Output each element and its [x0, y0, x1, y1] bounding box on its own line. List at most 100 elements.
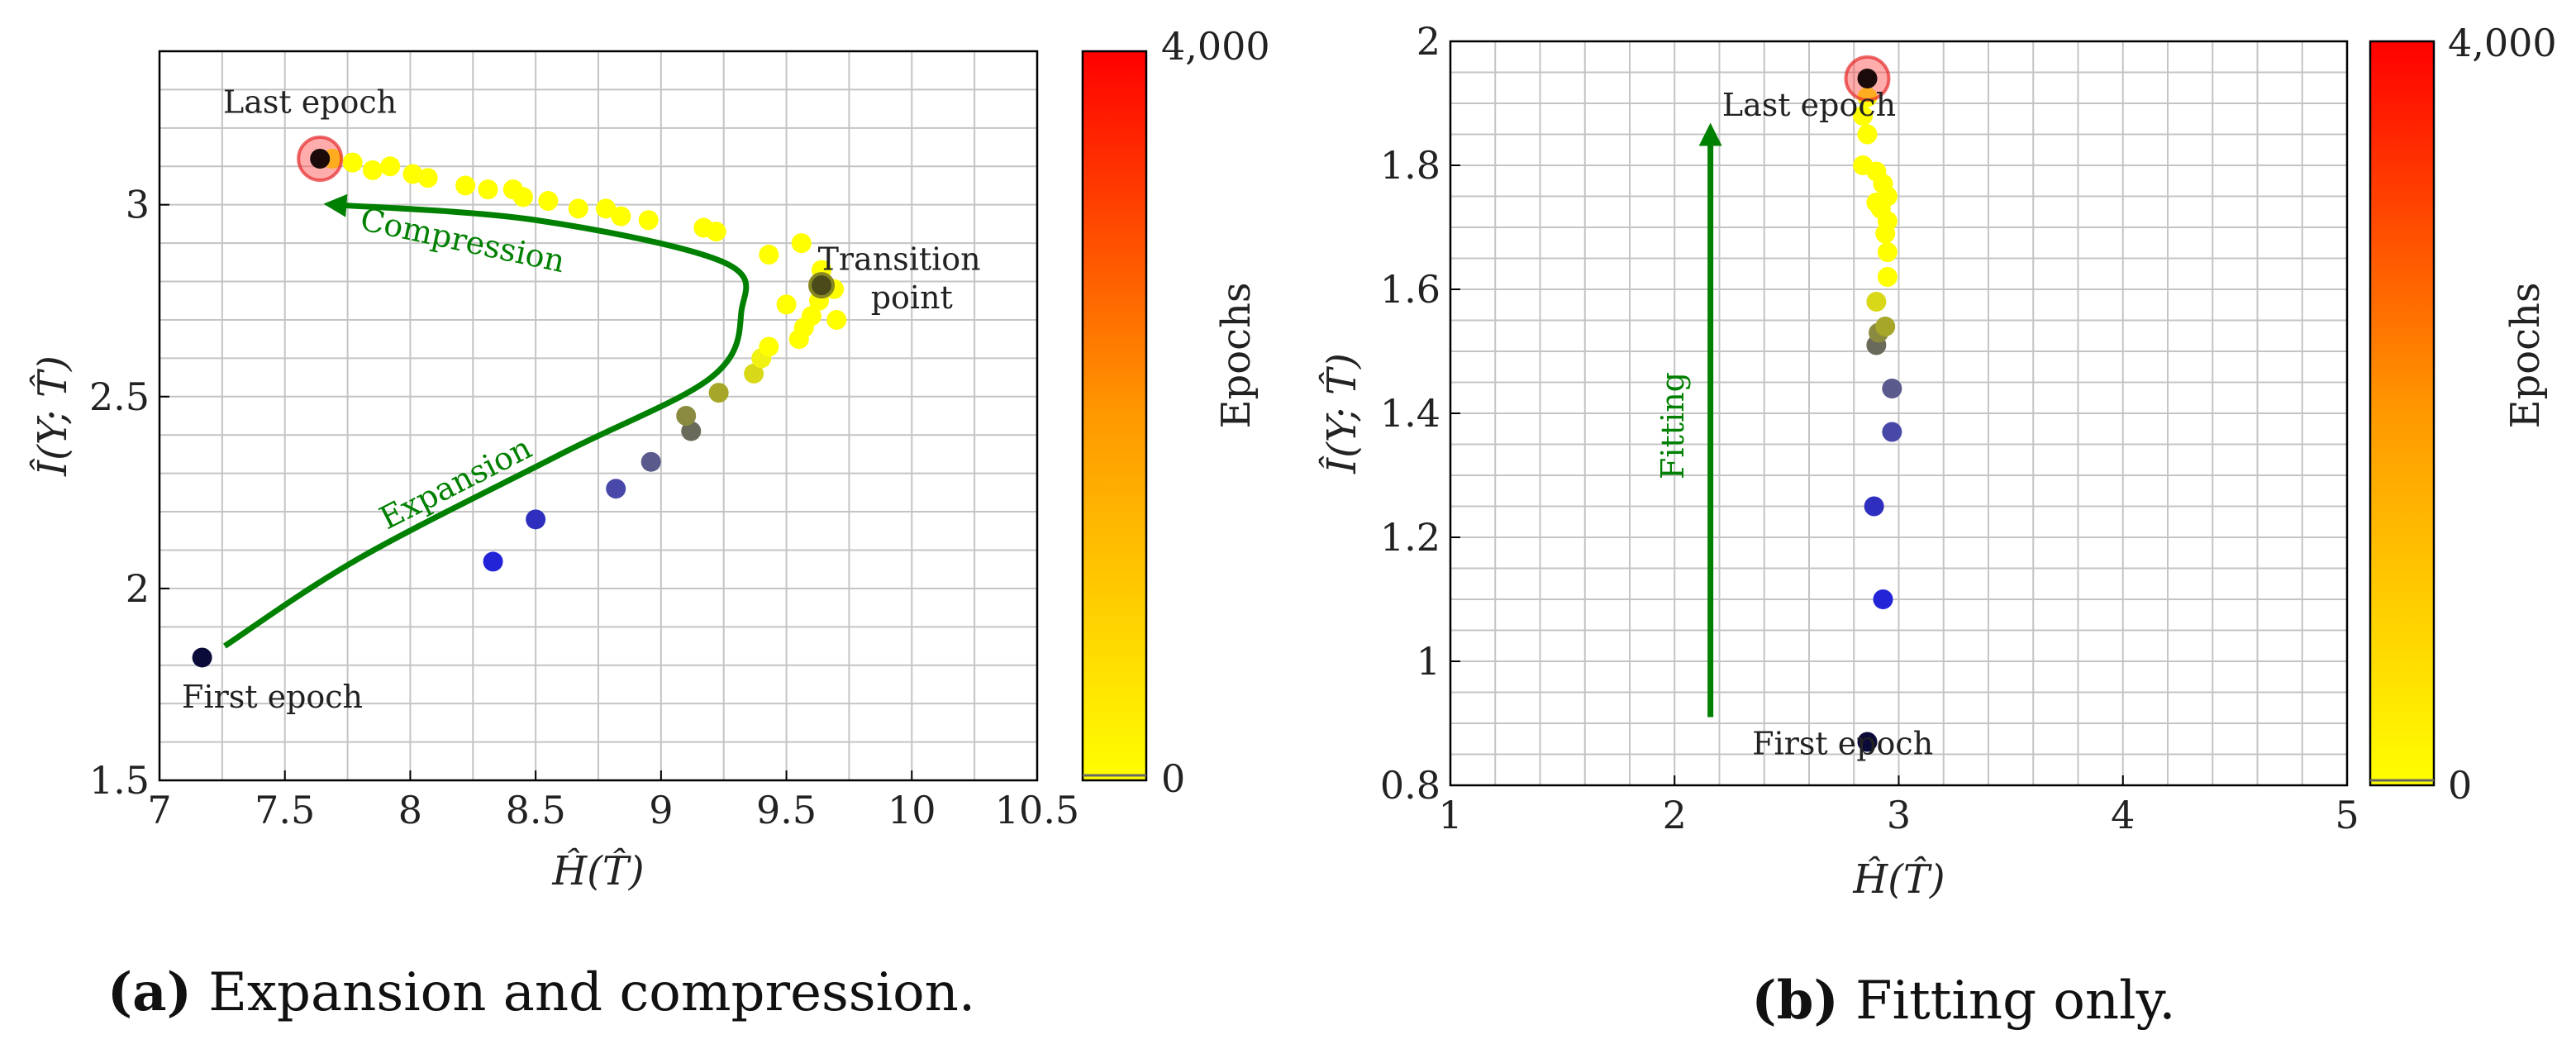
panel-b-y-axis-label: Î(Y; T̂)	[1317, 353, 1365, 474]
panel-a-y-tick-label: 3	[126, 183, 150, 227]
expansion-compression-curve	[222, 193, 750, 649]
data-point	[1882, 379, 1902, 398]
data-point	[1853, 106, 1874, 126]
panel-a-colorbar: 4,000 0 Epochs	[1081, 24, 1270, 801]
panel-a-x-tick-label: 7	[147, 788, 171, 832]
data-point	[791, 233, 812, 254]
panel-b-colorbar: 4,000 0 Epochs	[2369, 21, 2557, 808]
data-point	[192, 647, 212, 668]
data-point	[1853, 155, 1874, 175]
data-point	[1866, 193, 1887, 212]
panel-a-x-tick-label: 9.5	[756, 788, 817, 832]
panel-b-annotation: First epoch	[1752, 726, 1933, 762]
data-point	[380, 156, 401, 177]
panel-a-colorbar-gradient	[1081, 50, 1148, 782]
data-point	[538, 191, 559, 212]
data-point	[455, 175, 476, 196]
panel-a-annotation: Last epoch	[223, 83, 397, 120]
panel-a-colorbar-max: 4,000	[1161, 24, 1270, 69]
data-point	[1864, 496, 1884, 517]
panel-b-x-tick-label: 5	[2335, 793, 2359, 837]
panel-b-colorbar-max: 4,000	[2448, 21, 2557, 65]
panel-b-y-tick-label: 1.8	[1380, 143, 1440, 188]
panel-a-annotation: point	[871, 279, 953, 316]
panel-b-x-ticks: 1 2 3 4 5	[1438, 775, 2359, 837]
panel-b-colorbar-gradient	[2369, 40, 2436, 787]
panel-a-y-tick-label: 2.5	[89, 374, 150, 419]
data-point	[596, 198, 617, 219]
panel-b-x-tick-label: 3	[1887, 793, 1911, 837]
panel-a-x-tick-label: 7.5	[255, 788, 315, 832]
panel-a-x-axis-label: Ĥ(T̂)	[551, 846, 644, 894]
panel-a-caption: (a) Expansion and compression.	[107, 961, 975, 1023]
data-point	[638, 210, 659, 231]
panel-a-annotation: First epoch	[182, 679, 363, 715]
panel-a-points	[192, 135, 847, 668]
panel-a-y-axis-label: Î(Y; T̂)	[28, 355, 76, 477]
panel-b-points	[1844, 55, 1902, 752]
panel-a-y-ticks: 1.5 2 2.5 3	[89, 183, 169, 803]
data-point	[640, 451, 661, 472]
panel-a-x-tick-label: 8.5	[506, 788, 566, 832]
panel-b-annotations: Last epoch First epoch Fitting	[1655, 87, 1933, 762]
data-point	[1873, 589, 1893, 609]
data-point	[483, 551, 503, 572]
panel-a-x-tick-label: 9	[649, 788, 673, 832]
data-point	[708, 383, 729, 403]
panel-b-grid	[1450, 41, 2347, 785]
panel-b-x-axis-label: Ĥ(T̂)	[1852, 855, 1945, 903]
panel-a-x-tick-label: 10	[888, 788, 936, 832]
panel-b-y-tick-label: 1.2	[1380, 515, 1440, 560]
panel-b-x-tick-label: 4	[2111, 793, 2135, 837]
panel-a-x-tick-label: 10.5	[995, 788, 1079, 832]
data-point	[759, 336, 779, 357]
panel-a-grid	[160, 51, 1037, 780]
data-point	[776, 294, 797, 315]
last-epoch-point	[310, 148, 331, 169]
panel-a-caption-text: Expansion and compression.	[192, 962, 975, 1023]
panel-a-x-ticks: 7 7.5 8 8.5 9 9.5 10 10.5	[147, 770, 1079, 832]
panel-a-caption-letter: (a)	[107, 961, 192, 1023]
panel-b-y-tick-label: 1.4	[1380, 391, 1440, 436]
data-point	[801, 306, 821, 327]
data-point	[676, 406, 697, 426]
panel-b-caption: (b) Fitting only.	[1751, 970, 2175, 1032]
panel-b-caption-text: Fitting only.	[1839, 970, 2176, 1032]
last-epoch-point	[1857, 69, 1878, 88]
panel-a-colorbar-min: 0	[1161, 756, 1185, 801]
data-point	[526, 509, 546, 530]
data-point	[759, 245, 779, 265]
data-point	[1857, 732, 1878, 752]
data-point	[1877, 242, 1897, 262]
data-point	[1866, 292, 1887, 312]
panel-b-annotation: Last epoch	[1722, 87, 1896, 123]
panel-b-annotation: Fitting	[1655, 372, 1691, 479]
panel-a: 7 7.5 8 8.5 9 9.5 10 10.5 1.5 2 2.5 3 Last epoch Fi…	[28, 24, 1269, 1023]
data-point	[362, 160, 383, 180]
panel-b-y-tick-label: 1	[1417, 639, 1440, 684]
panel-a-y-tick-label: 1.5	[89, 758, 150, 803]
panel-b-colorbar-label: Epochs	[2502, 282, 2549, 428]
panel-a-colorbar-label: Epochs	[1213, 282, 1259, 428]
data-point	[1857, 124, 1878, 145]
panel-b-x-tick-label: 2	[1663, 793, 1687, 837]
data-point	[606, 479, 626, 499]
data-point	[826, 309, 847, 330]
panel-a-plot-area	[158, 50, 1039, 782]
data-point	[706, 222, 726, 242]
data-point	[611, 206, 631, 226]
data-point	[402, 164, 423, 184]
data-point	[1877, 267, 1897, 287]
panel-a-x-tick-label: 8	[398, 788, 422, 832]
data-point	[681, 421, 702, 441]
data-point	[342, 152, 363, 173]
panel-a-annotation: Expansion	[374, 429, 537, 536]
data-point	[478, 179, 498, 200]
transition-point-marker	[808, 272, 836, 299]
data-point	[1875, 317, 1896, 336]
data-point	[568, 198, 588, 219]
data-point	[1857, 87, 1878, 107]
